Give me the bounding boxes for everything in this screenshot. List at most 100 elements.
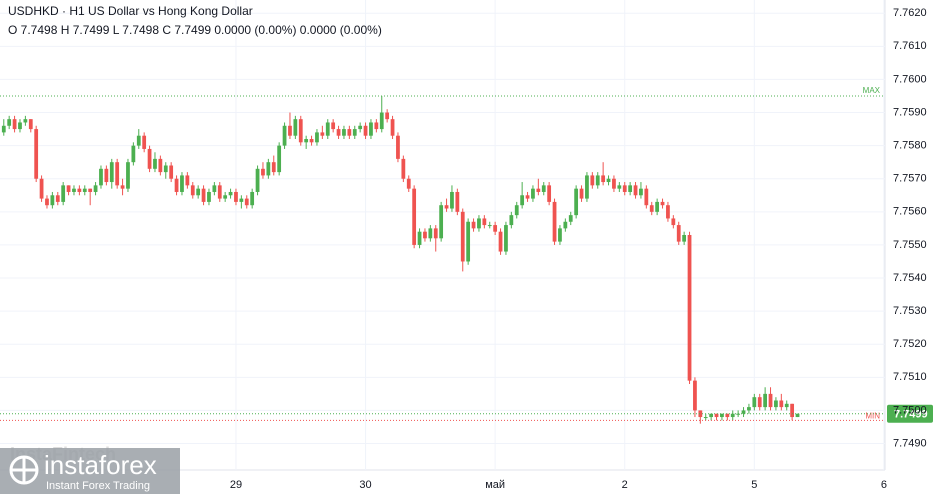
candle-body: [498, 231, 503, 252]
candle-body: [493, 225, 498, 232]
candle-body: [325, 122, 330, 136]
candle-body: [601, 175, 606, 183]
y-tick-label: 7.7490: [893, 437, 927, 449]
candle-body: [282, 125, 287, 146]
candle-body: [163, 165, 168, 173]
candle-body: [417, 231, 422, 245]
candle-body: [18, 122, 22, 130]
candle-body: [558, 228, 562, 242]
candle-body: [180, 175, 184, 192]
x-tick-label: 6: [881, 479, 887, 491]
candle-body: [471, 221, 476, 229]
x-tick-label: май: [485, 479, 505, 491]
candle-body: [763, 393, 768, 408]
candle-body: [514, 205, 519, 216]
candle-body: [201, 188, 206, 202]
candle-body: [136, 135, 141, 146]
candle-body: [142, 135, 147, 149]
candle-body: [698, 410, 703, 418]
candle-body: [412, 188, 417, 245]
candle-body: [147, 148, 152, 169]
candle-body: [660, 201, 665, 206]
candle-body: [66, 185, 71, 192]
y-tick-label: 7.7530: [893, 305, 927, 317]
candle-body: [271, 162, 276, 173]
candle-body: [374, 122, 379, 130]
candle-body: [757, 397, 762, 408]
candle-body: [396, 135, 400, 159]
x-tick-label: 5: [751, 479, 757, 491]
candle-body: [153, 158, 157, 169]
candles: [1, 95, 800, 424]
max-label: MAX: [863, 86, 881, 95]
candle-body: [455, 191, 460, 212]
candle-body: [358, 125, 363, 130]
candle-body: [363, 125, 368, 136]
candle-body: [790, 403, 795, 418]
candle-body: [525, 195, 530, 199]
candle-body: [401, 158, 406, 179]
candle-body: [169, 165, 174, 179]
candle-body: [331, 122, 336, 130]
candle-body: [93, 185, 98, 192]
candle-body: [320, 132, 325, 136]
candle-body: [655, 201, 660, 212]
watermark-brand: instaforex: [44, 450, 157, 480]
candle-body: [477, 218, 481, 229]
candle-body: [779, 400, 784, 408]
candle-body: [131, 145, 136, 163]
candle-body: [568, 215, 573, 222]
candle-body: [104, 168, 109, 183]
candle-body: [487, 225, 492, 227]
x-tick-label: 2: [622, 479, 628, 491]
candle-body: [439, 205, 444, 239]
candle-body: [617, 185, 622, 189]
candle-body: [693, 380, 697, 411]
candle-body: [217, 185, 222, 199]
candle-body: [352, 129, 357, 136]
candle-body: [115, 162, 120, 186]
candle-body: [196, 188, 201, 196]
candle-body: [730, 413, 735, 418]
candle-body: [34, 129, 39, 179]
candle-body: [714, 413, 719, 418]
candle-body: [574, 188, 579, 216]
candle-body: [250, 191, 255, 206]
candle-body: [633, 185, 638, 196]
candle-body: [88, 188, 93, 192]
candle-body: [784, 403, 789, 408]
candle-body: [536, 188, 541, 192]
candle-body: [466, 221, 471, 262]
candle-body: [671, 218, 676, 226]
y-tick-label: 7.7520: [893, 338, 927, 350]
y-tick-label: 7.7510: [893, 371, 927, 383]
candle-body: [741, 410, 746, 414]
candle-body: [709, 413, 714, 418]
candle-body: [590, 175, 595, 186]
candle-body: [336, 129, 341, 136]
candle-body: [649, 205, 654, 212]
y-tick-label: 7.7600: [893, 73, 927, 85]
candle-body: [261, 168, 265, 176]
candle-body: [628, 185, 633, 192]
candle-body: [563, 221, 568, 229]
candle-body: [720, 413, 724, 418]
candle-body: [61, 185, 66, 202]
candle-body: [174, 178, 179, 192]
candle-body: [158, 158, 163, 173]
candle-body: [385, 112, 390, 120]
candle-body: [460, 211, 465, 262]
candle-body: [234, 191, 238, 202]
candle-body: [428, 228, 433, 239]
candle-body: [423, 231, 427, 239]
candle-body: [390, 119, 395, 136]
candle-body: [109, 162, 114, 183]
candle-body: [676, 225, 681, 242]
candle-body: [666, 205, 670, 219]
candle-body: [293, 119, 298, 136]
candle-body: [298, 119, 303, 143]
candle-body: [12, 119, 17, 130]
y-tick-label: 7.7540: [893, 272, 927, 284]
candle-body: [585, 175, 589, 199]
